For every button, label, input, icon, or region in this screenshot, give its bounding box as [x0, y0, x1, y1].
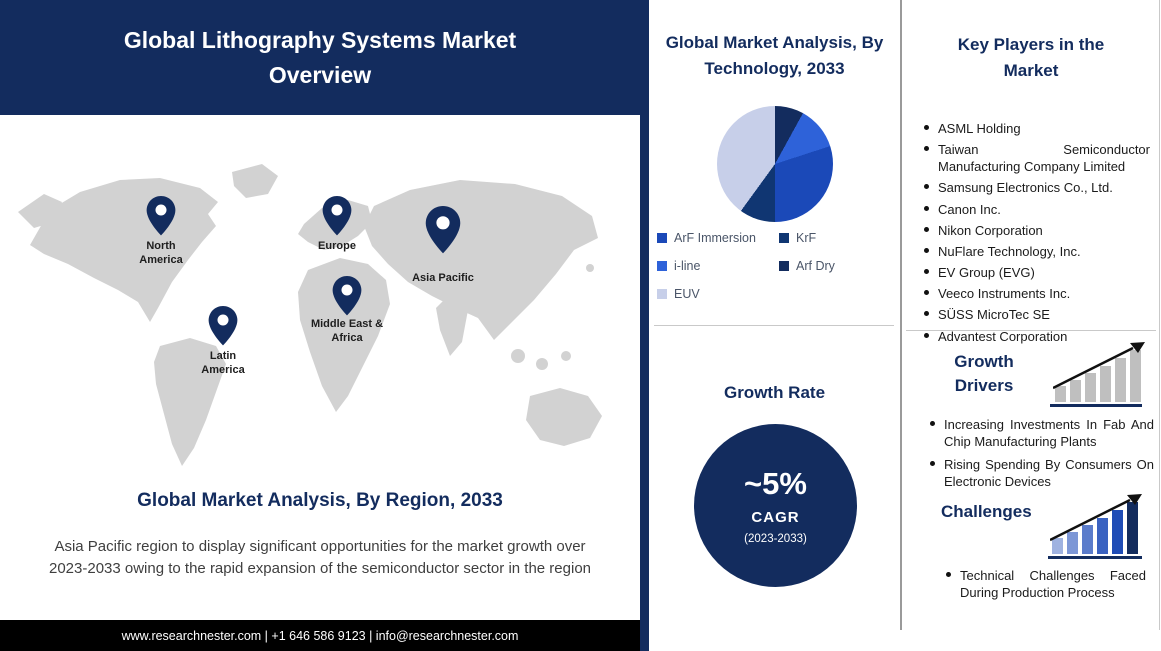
vertical-gray-divider — [900, 0, 902, 630]
key-player-item: Samsung Electronics Co., Ltd. — [924, 179, 1150, 196]
legend-label: KrF — [796, 231, 817, 245]
legend-label: i-line — [674, 259, 701, 273]
growth-drivers-heading: Growth Drivers — [954, 352, 1014, 395]
legend-label: Arf Dry — [796, 259, 835, 273]
legend-item-arf-dry: Arf Dry — [779, 252, 894, 280]
world-map-icon — [18, 164, 602, 466]
legend-label: ArF Immersion — [674, 231, 756, 245]
key-player-item: EV Group (EVG) — [924, 264, 1150, 281]
key-player-item: Advantest Corporation — [924, 328, 1150, 345]
cagr-metric: CAGR — [751, 509, 800, 526]
key-player-item: Nikon Corporation — [924, 222, 1150, 239]
growth-drivers-list: Increasing Investments In Fab And Chip M… — [930, 416, 1154, 497]
legend-column-1: ArF Immersion i-line EUV — [657, 224, 775, 308]
challenges-underline — [1048, 556, 1142, 559]
legend-item-i-line: i-line — [657, 252, 775, 280]
location-pin-icon — [425, 206, 461, 254]
pie-legend: ArF Immersion i-line EUV KrF Arf Dry — [655, 224, 900, 314]
key-player-item: NuFlare Technology, Inc. — [924, 243, 1150, 260]
technology-pie-chart — [717, 106, 833, 222]
cagr-value: ~5% — [744, 466, 807, 501]
page-title: Global Lithography Systems Market Overvi… — [123, 27, 517, 88]
challenges-heading: Challenges — [941, 502, 1032, 521]
location-pin-icon — [322, 196, 352, 236]
legend-column-2: KrF Arf Dry — [779, 224, 894, 280]
region-label-middle-east-africa: Middle East & Africa — [310, 318, 384, 344]
legend-label: EUV — [674, 287, 700, 301]
legend-item-euv: EUV — [657, 280, 775, 308]
legend-swatch-icon — [657, 261, 667, 271]
growth-bar-chart-arrow-icon — [1053, 342, 1145, 402]
location-pin-icon — [146, 196, 176, 236]
growth-drivers-underline — [1050, 404, 1142, 407]
right-edge-line — [1159, 0, 1160, 630]
key-player-item: Taiwan Semiconductor Manufacturing Compa… — [924, 141, 1150, 175]
vertical-navy-divider — [640, 0, 649, 651]
region-analysis-description: Asia Pacific region to display significa… — [48, 538, 591, 577]
cagr-period: (2023-2033) — [744, 533, 807, 545]
region-analysis-caption: Global Market Analysis, By Region, 2033 — [137, 490, 503, 511]
key-players-heading: Key Players in the Market — [957, 35, 1105, 80]
footer-bar: www.researchnester.com | +1 646 586 9123… — [0, 620, 640, 651]
legend-swatch-icon — [779, 261, 789, 271]
challenges-bar-chart-arrow-icon — [1050, 494, 1142, 554]
legend-item-arf-immersion: ArF Immersion — [657, 224, 775, 252]
growth-rate-heading: Growth Rate — [723, 383, 826, 402]
region-label-latin-america: Latin America — [201, 350, 245, 376]
growth-driver-item: Rising Spending By Consumers On Electron… — [930, 456, 1154, 490]
middle-column-divider — [654, 325, 894, 326]
location-pin-icon — [332, 276, 362, 316]
legend-item-krf: KrF — [779, 224, 894, 252]
challenges-list: Technical Challenges Faced During Produc… — [946, 567, 1146, 601]
challenge-item: Technical Challenges Faced During Produc… — [946, 567, 1146, 601]
legend-swatch-icon — [657, 289, 667, 299]
region-label-europe: Europe — [318, 240, 356, 252]
right-column-divider — [906, 330, 1156, 331]
region-label-asia-pacific: Asia Pacific — [412, 272, 474, 284]
legend-swatch-icon — [657, 233, 667, 243]
footer-contact-text: www.researchnester.com | +1 646 586 9123… — [121, 628, 519, 643]
header: Global Lithography Systems Market Overvi… — [0, 0, 640, 115]
growth-driver-item: Increasing Investments In Fab And Chip M… — [930, 416, 1154, 450]
key-players-list: ASML Holding Taiwan Semiconductor Manufa… — [924, 120, 1150, 349]
key-player-item: Canon Inc. — [924, 201, 1150, 218]
legend-swatch-icon — [779, 233, 789, 243]
location-pin-icon — [208, 306, 238, 346]
key-player-item: ASML Holding — [924, 120, 1150, 137]
technology-analysis-heading: Global Market Analysis, By Technology, 2… — [665, 33, 884, 78]
region-label-north-america: North America — [139, 240, 183, 266]
cagr-circle: ~5% CAGR (2023-2033) — [694, 424, 857, 587]
key-player-item: SÜSS MicroTec SE — [924, 306, 1150, 323]
key-player-item: Veeco Instruments Inc. — [924, 285, 1150, 302]
